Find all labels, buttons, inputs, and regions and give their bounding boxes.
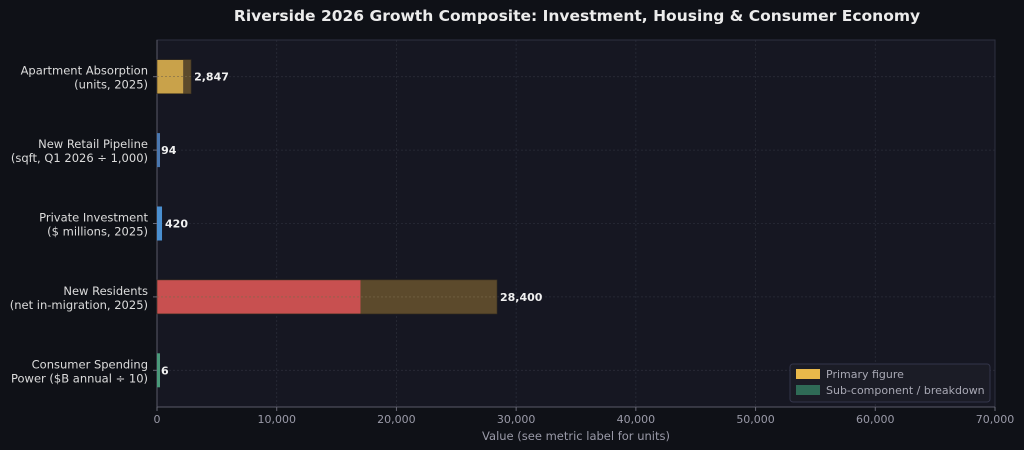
x-axis-ticks: 0 10,000 20,000 30,000 40,000 50,000 60,000 70,… [154,407,1015,426]
bars: 2,847 94 420 28,400 6 [156,59,543,388]
x-tick-label: 60,000 [856,413,895,426]
x-tick-label: 30,000 [497,413,536,426]
category-label-line2: (net in-migration, 2025) [10,298,148,312]
x-tick-label: 50,000 [736,413,775,426]
bar-remainder [360,279,497,314]
category-label-line2: (sqft, Q1 2026 ÷ 1,000) [11,151,148,165]
bar-value-label: 420 [165,218,188,231]
category-label-line1: Consumer Spending [32,357,148,371]
legend-label: Primary figure [826,368,904,381]
category-label-line2: (units, 2025) [74,78,148,92]
bar-value-label: 94 [161,144,177,157]
category-label-line1: New Residents [63,284,148,298]
category-label-line2: Power ($B annual ÷ 10) [11,371,148,385]
x-tick-label: 70,000 [976,413,1015,426]
bar-primary [157,133,160,168]
x-tick-label: 40,000 [617,413,656,426]
legend-swatch [796,369,820,379]
bar-primary [157,206,163,241]
plot-area [157,40,995,407]
x-tick-label: 10,000 [257,413,296,426]
category-label-line1: Private Investment [39,211,148,225]
bar-primary [157,353,160,388]
category-label-line1: New Retail Pipeline [38,137,148,151]
category-labels: Apartment Absorption(units, 2025) New Ret… [10,64,157,385]
legend-swatch [796,385,820,395]
bar-value-label: 6 [161,364,169,377]
legend-label: Sub-component / breakdown [826,384,985,397]
x-tick-label: 0 [154,413,161,426]
bar-remainder [183,59,192,94]
x-tick-label: 20,000 [377,413,416,426]
bar-value-label: 28,400 [500,291,543,304]
x-axis-label: Value (see metric label for units) [482,429,670,443]
chart-title: Riverside 2026 Growth Composite: Investm… [234,7,920,25]
category-label-line1: Apartment Absorption [21,64,148,78]
legend: Primary figure Sub-component / breakdown [789,363,991,403]
category-label-line2: ($ millions, 2025) [47,225,148,239]
legend-box [789,363,991,403]
bar-value-label: 2,847 [194,71,229,84]
